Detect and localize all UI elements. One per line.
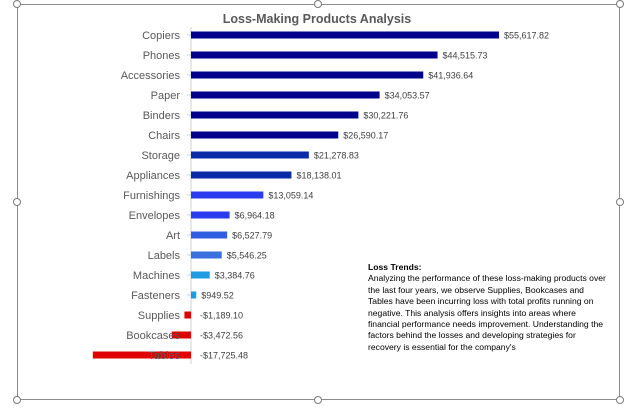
- loss-trends-note: Loss Trends: Analyzing the performance o…: [368, 262, 608, 353]
- bar[interactable]: [191, 91, 380, 99]
- data-label: $41,936.64: [428, 71, 473, 81]
- bar[interactable]: [171, 331, 191, 339]
- category-label: Art: [166, 230, 180, 242]
- bar[interactable]: [191, 51, 438, 59]
- bar[interactable]: [92, 351, 191, 359]
- category-label: Envelopes: [129, 210, 181, 222]
- chart-title: Loss-Making Products Analysis: [222, 12, 412, 26]
- chart-area[interactable]: [17, 4, 620, 400]
- bar[interactable]: [191, 191, 264, 199]
- category-label: Labels: [148, 250, 181, 262]
- bar[interactable]: [191, 231, 228, 239]
- bar[interactable]: [191, 271, 210, 279]
- resize-handle-top-left[interactable]: [13, 0, 21, 8]
- resize-handle-bottom-center[interactable]: [314, 396, 322, 404]
- bar[interactable]: [191, 251, 222, 259]
- bar[interactable]: [191, 31, 499, 39]
- data-label: $949.52: [201, 291, 234, 301]
- category-label: Phones: [143, 50, 181, 62]
- category-label: Accessories: [121, 70, 181, 82]
- category-label: Appliances: [126, 170, 180, 182]
- bar[interactable]: [191, 291, 197, 299]
- resize-handle-top-center[interactable]: [314, 0, 322, 8]
- data-label: -$1,189.10: [200, 311, 243, 321]
- data-label: -$3,472.56: [200, 331, 243, 341]
- data-label: $30,221.76: [363, 111, 408, 121]
- data-label: $44,515.73: [443, 51, 488, 61]
- resize-handle-middle-right[interactable]: [616, 198, 624, 206]
- category-label: Tables: [148, 350, 180, 362]
- category-label: Machines: [133, 270, 181, 282]
- bar[interactable]: [191, 211, 230, 219]
- category-label: Chairs: [148, 130, 180, 142]
- category-label: Binders: [143, 110, 181, 122]
- data-label: $26,590.17: [343, 131, 388, 141]
- data-label: $55,617.82: [504, 31, 549, 41]
- category-label: Furnishings: [123, 190, 180, 202]
- data-label: $13,059.14: [268, 191, 313, 201]
- data-label: $18,138.01: [296, 171, 341, 181]
- category-label: Supplies: [138, 310, 181, 322]
- resize-handle-top-right[interactable]: [616, 0, 624, 8]
- category-label: Paper: [151, 90, 181, 102]
- resize-handle-bottom-right[interactable]: [616, 396, 624, 404]
- data-label: $5,546.25: [227, 251, 267, 261]
- resize-handle-middle-left[interactable]: [13, 198, 21, 206]
- bar[interactable]: [191, 131, 339, 139]
- data-label: $6,527.79: [232, 231, 272, 241]
- category-label: Bookcases: [126, 330, 180, 342]
- category-label: Fasteners: [131, 290, 180, 302]
- data-label: -$17,725.48: [200, 351, 248, 361]
- resize-handle-bottom-left[interactable]: [13, 396, 21, 404]
- bar[interactable]: [184, 311, 191, 319]
- category-label: Storage: [141, 150, 180, 162]
- data-label: $6,964.18: [235, 211, 275, 221]
- data-label: $3,384.76: [215, 271, 255, 281]
- bar[interactable]: [191, 71, 424, 79]
- note-title: Loss Trends:: [368, 262, 422, 272]
- note-body: Analyzing the performance of these loss-…: [368, 273, 606, 352]
- bar[interactable]: [191, 151, 309, 159]
- bar[interactable]: [191, 171, 292, 179]
- data-label: $34,053.57: [385, 91, 430, 101]
- category-label: Copiers: [142, 30, 180, 42]
- bar[interactable]: [191, 111, 359, 119]
- data-label: $21,278.83: [314, 151, 359, 161]
